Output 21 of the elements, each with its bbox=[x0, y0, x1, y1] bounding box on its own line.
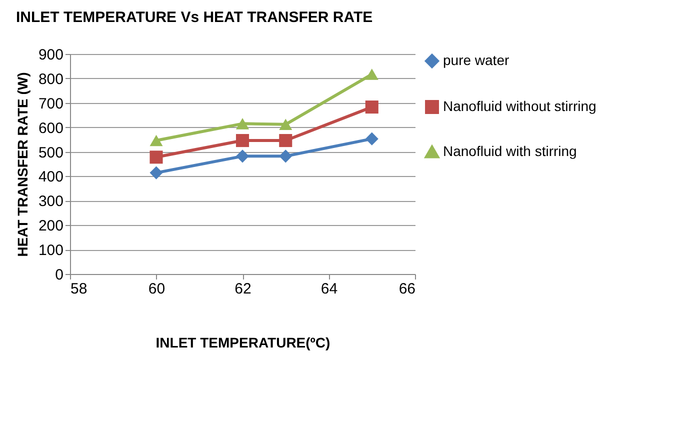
x-tick-label: 60 bbox=[148, 280, 166, 298]
x-tick-label: 64 bbox=[320, 280, 338, 298]
y-tick-label: 0 bbox=[55, 266, 64, 284]
y-tick-label: 200 bbox=[38, 218, 64, 235]
y-tick-label: 700 bbox=[38, 95, 64, 112]
y-tick-label: 900 bbox=[38, 46, 64, 64]
chart-title: INLET TEMPERATURE Vs HEAT TRANSFER RATE bbox=[16, 9, 373, 26]
y-axis-title: HEAT TRANSFER RATE (W) bbox=[14, 72, 30, 257]
legend-label: pure water bbox=[443, 52, 510, 68]
legend-label: Nanofluid with stirring bbox=[443, 143, 577, 159]
y-tick-label: 100 bbox=[38, 242, 64, 260]
x-tick-label: 62 bbox=[234, 280, 252, 298]
x-tick-label: 58 bbox=[70, 280, 88, 298]
y-tick-label: 500 bbox=[38, 144, 64, 162]
y-tick-label: 300 bbox=[38, 193, 64, 210]
x-tick-label: 66 bbox=[398, 280, 416, 298]
y-tick-label: 400 bbox=[38, 168, 64, 186]
x-axis-title: INLET TEMPERATURE(ºC) bbox=[156, 334, 330, 350]
y-tick-label: 600 bbox=[38, 120, 64, 137]
y-tick-label: 800 bbox=[38, 70, 64, 88]
legend-label: Nanofluid without stirring bbox=[443, 98, 596, 114]
